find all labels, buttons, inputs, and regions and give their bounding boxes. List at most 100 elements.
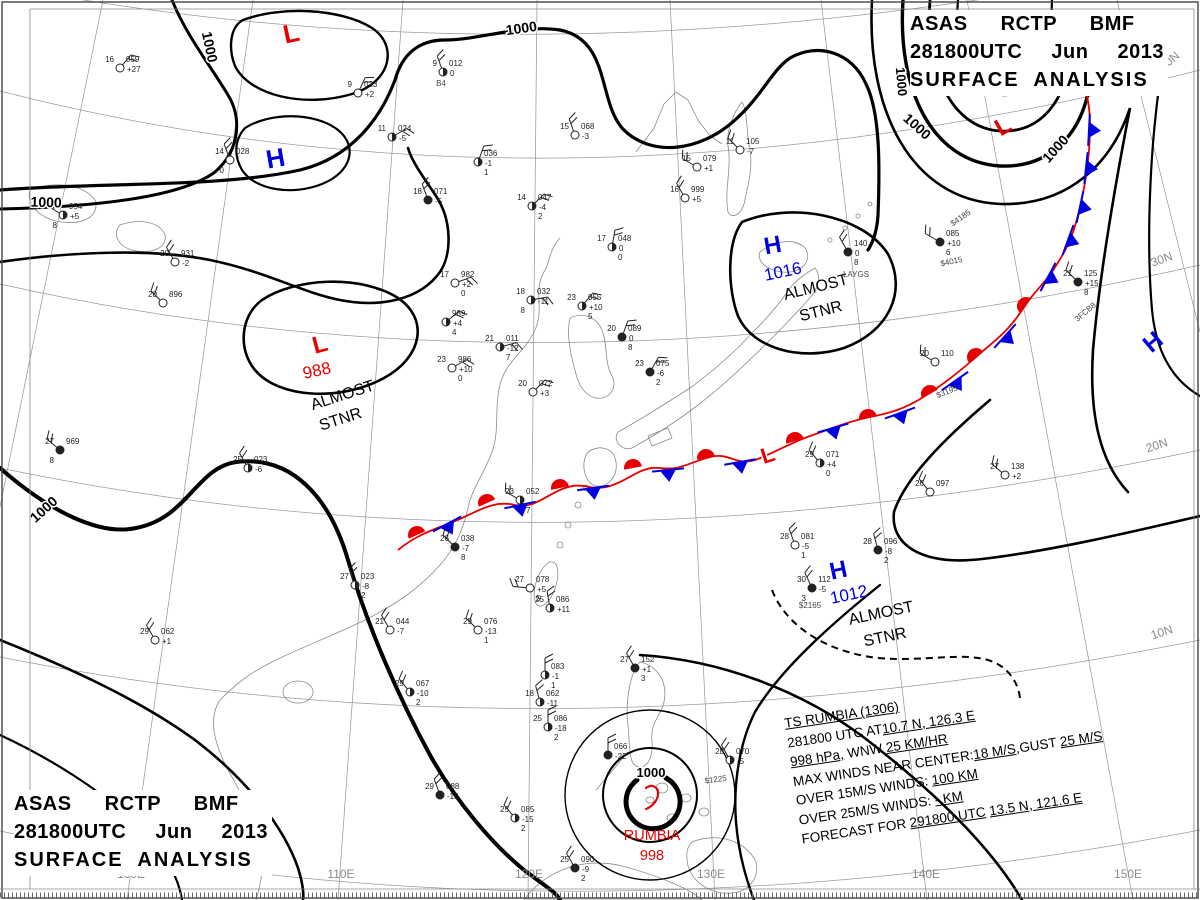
station-circle-icon [735, 145, 745, 155]
map-text-label: 1000 [505, 18, 538, 38]
cloud-cover-half-icon [63, 211, 67, 219]
station-circle-icon [450, 542, 460, 552]
station-tendency: +4 [827, 460, 837, 469]
station-tendency: +2 [1012, 472, 1022, 481]
station-plot: 21 044-7 [375, 607, 410, 636]
station-temperature: 21 [1063, 269, 1072, 278]
high-pressure-label: H [827, 556, 850, 586]
latitude-label: 10N [1149, 622, 1174, 642]
station-tendency: -10 [417, 689, 429, 698]
station-plot: 21 125+158 [1063, 261, 1099, 297]
station-plot: 25 023-6 [233, 445, 268, 474]
station-circle-icon [843, 247, 853, 257]
station-circle-icon [225, 155, 235, 165]
station-value: 0 [826, 469, 831, 478]
station-pressure: 086 [556, 595, 570, 604]
station-plot: 23 986+100 [437, 355, 475, 383]
station-value: 2 [554, 733, 559, 742]
station-temperature: 18 [525, 689, 534, 698]
coastline [595, 751, 629, 791]
station-plot: 27 078+55 [509, 575, 550, 603]
station-plot: 11 105-7 [726, 129, 760, 156]
station-plot: 25 086-182 [533, 705, 568, 742]
station-temperature: 27 [340, 572, 349, 581]
station-plot: 18 071-5 [413, 177, 448, 206]
station-plot: 20 931-2 [160, 239, 195, 268]
station-temperature: 27 [990, 462, 999, 471]
station-pressure: 986 [458, 355, 472, 364]
station-tendency: +1 [642, 665, 652, 674]
station-circle-icon [158, 298, 168, 308]
station-temperature: 30 [797, 575, 806, 584]
station-temperature: 11 [726, 137, 735, 146]
map-text-label: $2165 [799, 601, 822, 610]
station-plot: 18 062-11 [525, 679, 560, 708]
station-pressure: 075 [656, 359, 670, 368]
map-text-label: 1000 [637, 765, 666, 780]
station-temperature: 16 [105, 55, 114, 64]
station-pressure: 062 [161, 627, 175, 636]
station-pressure: 055 [588, 293, 602, 302]
graticule-meridian [966, 0, 1134, 900]
station-pressure: 036 [484, 149, 498, 158]
station-plot: 27 138+2 [990, 455, 1025, 481]
station-temperature: 20 [607, 324, 616, 333]
station-pressure: 023 [361, 572, 375, 581]
longitude-label: 150E [1114, 867, 1142, 881]
station-temperature: 18 [516, 287, 525, 296]
station-pressure: 086 [554, 714, 568, 723]
station-pressure: 028 [236, 147, 250, 156]
cloud-cover-half-icon [443, 68, 447, 76]
warm-front-semicircle-icon [859, 409, 877, 420]
station-temperature: 25 [233, 455, 242, 464]
station-pressure: 105 [746, 137, 760, 146]
station-pressure: 112 [818, 575, 831, 584]
map-text-label: 1000 [27, 493, 61, 526]
isobar-line [900, 0, 1092, 168]
station-temperature: 9 [348, 80, 353, 89]
station-pressure: 085 [946, 229, 960, 238]
station-pressure: 012 [449, 59, 463, 68]
station-plot: 26 038-78 [440, 526, 475, 562]
coastline [568, 314, 615, 399]
graticule-meridian [669, 0, 716, 900]
station-circle-icon [55, 445, 65, 455]
station-pressure: 011 [506, 334, 519, 343]
island-coastline [533, 561, 559, 607]
station-pressure: 038 [461, 534, 475, 543]
graticule-parallel [0, 69, 1200, 159]
high-pressure-label: H [264, 142, 288, 175]
station-circle-icon [935, 237, 945, 247]
station-tendency: -7 [462, 544, 470, 553]
station-circle-icon [570, 863, 580, 873]
cloud-cover-half-icon [582, 302, 586, 310]
station-tendency: +10 [589, 303, 603, 312]
station-plot: 25 086+11 [535, 585, 571, 614]
cloud-cover-half-icon [410, 688, 414, 696]
station-pressure: 089 [628, 324, 642, 333]
station-temperature: 27 [620, 655, 629, 664]
station-tendency: -13 [485, 627, 497, 636]
station-circle-icon [790, 540, 800, 550]
station-plot: 15 079+1 [681, 149, 717, 173]
station-pressure: 138 [1011, 462, 1025, 471]
cold-front-triangle-icon [585, 486, 601, 500]
station-temperature: 17 [597, 234, 606, 243]
cloud-cover-half-icon [532, 202, 536, 210]
cloud-cover-half-icon [730, 756, 734, 764]
station-temperature: 29 [140, 627, 149, 636]
map-text-label: 1000 [30, 193, 62, 210]
island-coastline [574, 501, 582, 509]
isobar-line [0, 0, 239, 211]
station-circle-icon [1073, 277, 1083, 287]
longitude-label: 130E [697, 867, 725, 881]
station-tendency: +11 [557, 605, 571, 614]
station-circle-icon [603, 750, 613, 760]
low-pressure-label: L [280, 17, 302, 50]
station-temperature: 15 [682, 154, 691, 163]
storm-info-text: ,GUST [1014, 733, 1062, 756]
station-circle-icon [645, 367, 655, 377]
isobar-dashed-line [771, 589, 1021, 699]
